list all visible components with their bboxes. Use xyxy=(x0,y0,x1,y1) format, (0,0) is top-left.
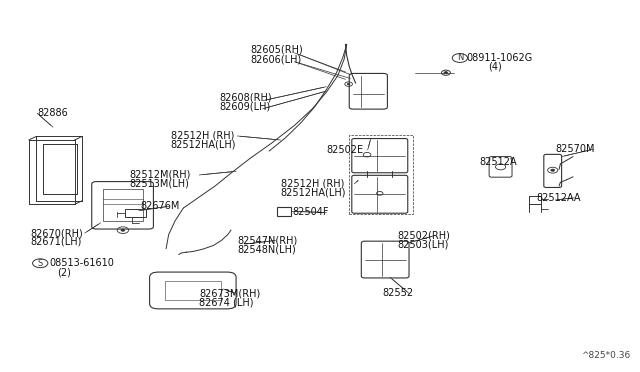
Text: 82512A: 82512A xyxy=(479,157,516,167)
Text: 82670(RH): 82670(RH) xyxy=(31,228,83,238)
Text: 82676M: 82676M xyxy=(141,201,180,211)
Text: 82504F: 82504F xyxy=(292,208,328,218)
Text: 82605(RH): 82605(RH) xyxy=(250,45,303,55)
Text: 82512H (RH): 82512H (RH) xyxy=(280,179,344,189)
Text: 82674 (LH): 82674 (LH) xyxy=(199,297,253,307)
Circle shape xyxy=(348,83,350,85)
Text: 82886: 82886 xyxy=(37,108,68,118)
Text: 82671(LH): 82671(LH) xyxy=(31,237,82,247)
Text: S: S xyxy=(38,259,43,268)
Text: 82673M(RH): 82673M(RH) xyxy=(199,288,260,298)
Text: 08513-61610: 08513-61610 xyxy=(50,258,115,268)
Text: 82609(LH): 82609(LH) xyxy=(220,102,271,112)
Text: 82512HA(LH): 82512HA(LH) xyxy=(171,140,236,150)
Text: ^825*0.36: ^825*0.36 xyxy=(581,351,630,360)
Text: 82512HA(LH): 82512HA(LH) xyxy=(280,187,346,198)
Text: 82606(LH): 82606(LH) xyxy=(250,54,301,64)
Bar xyxy=(276,206,291,216)
Text: (2): (2) xyxy=(58,267,71,277)
Bar xyxy=(165,281,221,300)
Text: 82512M(RH): 82512M(RH) xyxy=(129,170,191,180)
Text: 82512H (RH): 82512H (RH) xyxy=(171,131,234,141)
Text: 82502E: 82502E xyxy=(326,145,364,155)
Text: N: N xyxy=(457,54,463,62)
Circle shape xyxy=(551,169,555,171)
Text: 82608(RH): 82608(RH) xyxy=(220,93,272,103)
Text: 82502(RH): 82502(RH) xyxy=(397,231,451,241)
Text: 82547N(RH): 82547N(RH) xyxy=(237,235,298,246)
Text: 82548N(LH): 82548N(LH) xyxy=(237,244,296,254)
Text: 82552: 82552 xyxy=(382,288,413,298)
Text: 82513M(LH): 82513M(LH) xyxy=(129,179,189,189)
Text: 82503(LH): 82503(LH) xyxy=(397,240,449,250)
Bar xyxy=(102,189,143,221)
Text: 82570M: 82570M xyxy=(556,144,595,154)
Circle shape xyxy=(444,71,448,74)
Bar xyxy=(125,209,147,217)
Text: 08911-1062G: 08911-1062G xyxy=(467,53,532,63)
Text: (4): (4) xyxy=(488,62,502,72)
Text: 82512AA: 82512AA xyxy=(536,193,580,203)
Circle shape xyxy=(121,229,125,231)
Bar xyxy=(349,135,413,214)
